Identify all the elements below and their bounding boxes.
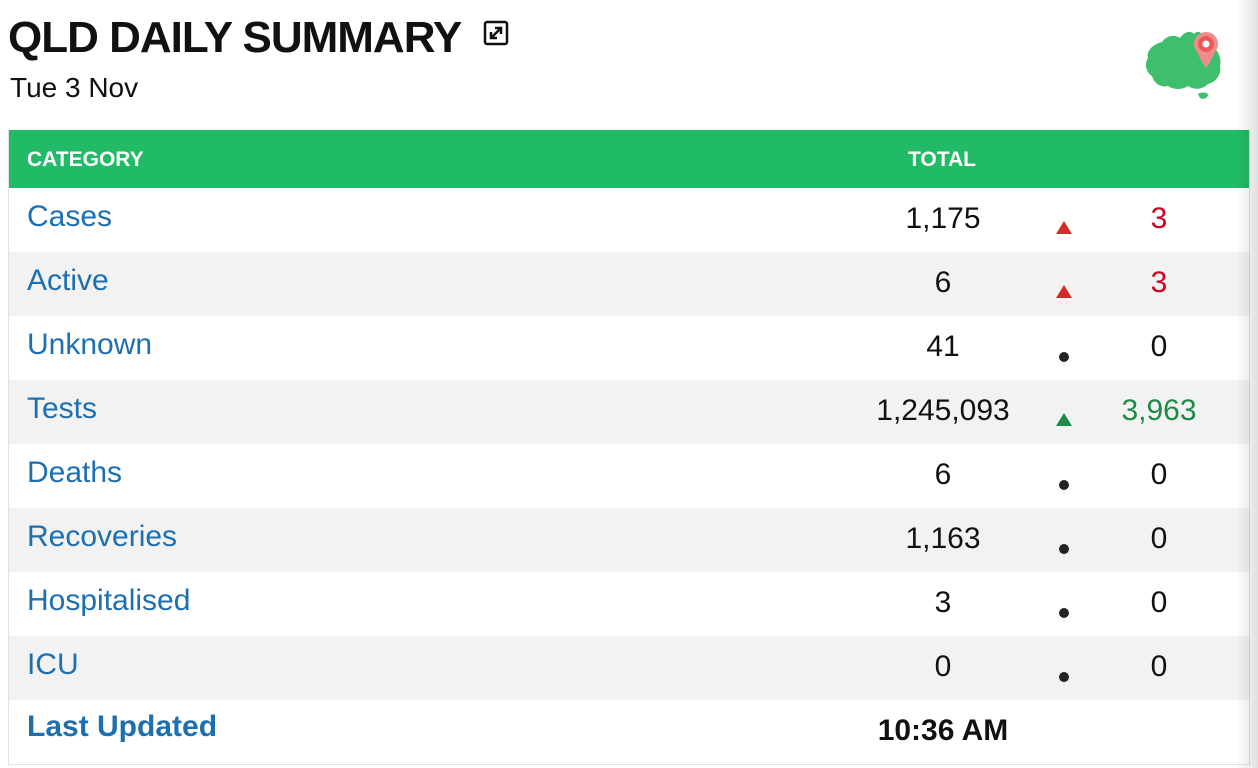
no-change-dot-icon-glyph — [1059, 544, 1069, 554]
up-arrow-icon — [1049, 272, 1079, 296]
change-value: 0 — [1089, 650, 1229, 684]
change-value: 3,963 — [1089, 394, 1229, 428]
change-value: 0 — [1089, 586, 1229, 620]
table-row: Active 6 3 — [9, 252, 1249, 316]
australia-map-pin-icon — [1140, 20, 1230, 104]
total-value: 0 — [843, 650, 1043, 684]
no-change-dot-icon — [1049, 656, 1079, 680]
table-header: CATEGORY TOTAL — [9, 130, 1249, 188]
category-link[interactable]: Tests — [27, 392, 97, 426]
category-link[interactable]: Unknown — [27, 328, 152, 362]
total-value: 3 — [843, 586, 1043, 620]
no-change-dot-icon-glyph — [1059, 608, 1069, 618]
no-change-dot-icon — [1049, 336, 1079, 360]
total-value: 1,163 — [843, 522, 1043, 556]
table-row: ICU 0 0 — [9, 636, 1249, 700]
table-row: Recoveries 1,163 0 — [9, 508, 1249, 572]
change-value: 0 — [1089, 458, 1229, 492]
up-arrow-icon — [1049, 208, 1079, 232]
change-value: 3 — [1089, 266, 1229, 300]
total-value: 1,175 — [843, 202, 1043, 236]
page-title: QLD DAILY SUMMARY — [8, 12, 461, 64]
change-value: 0 — [1089, 330, 1229, 364]
no-change-dot-icon — [1049, 528, 1079, 552]
category-column-header: CATEGORY — [27, 148, 144, 172]
category-link[interactable]: Recoveries — [27, 520, 177, 554]
total-value: 6 — [843, 458, 1043, 492]
up-arrow-icon-glyph — [1056, 413, 1072, 426]
last-updated-label[interactable]: Last Updated — [27, 710, 217, 744]
change-value: 3 — [1089, 202, 1229, 236]
table-body: Cases 1,175 3 Active 6 3 Unknown 41 0 Tests 1,245,… — [9, 188, 1249, 700]
title-row: QLD DAILY SUMMARY — [8, 12, 509, 64]
no-change-dot-icon-glyph — [1059, 672, 1069, 682]
total-value: 6 — [843, 266, 1043, 300]
summary-table: CATEGORY TOTAL Cases 1,175 3 Active 6 3 Unknow… — [8, 130, 1250, 765]
category-link[interactable]: Active — [27, 264, 109, 298]
total-column-header: TOTAL — [867, 148, 1017, 172]
total-value: 1,245,093 — [843, 394, 1043, 428]
expand-icon[interactable] — [483, 20, 509, 46]
no-change-dot-icon-glyph — [1059, 480, 1069, 490]
summary-date: Tue 3 Nov — [10, 70, 138, 106]
change-value: 0 — [1089, 522, 1229, 556]
table-row: Hospitalised 3 0 — [9, 572, 1249, 636]
category-link[interactable]: Deaths — [27, 456, 122, 490]
last-updated-value: 10:36 AM — [843, 714, 1043, 748]
no-change-dot-icon — [1049, 464, 1079, 488]
total-value: 41 — [843, 330, 1043, 364]
table-row: Tests 1,245,093 3,963 — [9, 380, 1249, 444]
last-updated-row: Last Updated 10:36 AM — [9, 700, 1249, 764]
category-link[interactable]: Cases — [27, 200, 112, 234]
up-arrow-icon — [1049, 400, 1079, 424]
table-row: Cases 1,175 3 — [9, 188, 1249, 252]
no-change-dot-icon — [1049, 592, 1079, 616]
no-change-dot-icon-glyph — [1059, 352, 1069, 362]
up-arrow-icon-glyph — [1056, 285, 1072, 298]
up-arrow-icon-glyph — [1056, 221, 1072, 234]
category-link[interactable]: Hospitalised — [27, 584, 190, 618]
table-row: Unknown 41 0 — [9, 316, 1249, 380]
table-row: Deaths 6 0 — [9, 444, 1249, 508]
category-link[interactable]: ICU — [27, 648, 79, 682]
